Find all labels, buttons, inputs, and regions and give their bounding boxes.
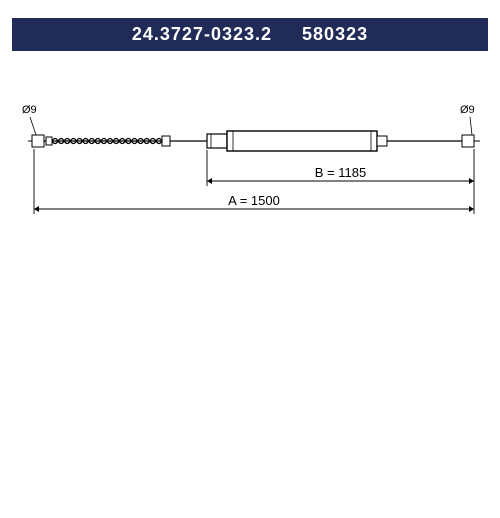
header-bar: 24.3727-0323.2 580323 bbox=[12, 18, 488, 51]
dim-b-label: B = 1185 bbox=[315, 165, 366, 180]
dim-a-label: A = 1500 bbox=[228, 193, 280, 208]
left-dia-label: Ø9 bbox=[22, 104, 37, 116]
alt-number: 580323 bbox=[302, 24, 368, 44]
part-number: 24.3727-0323.2 bbox=[132, 24, 272, 44]
technical-drawing: Ø9 Ø9 B = 1185 A = 1500 bbox=[12, 51, 488, 471]
right-dia-label: Ø9 bbox=[460, 104, 475, 116]
